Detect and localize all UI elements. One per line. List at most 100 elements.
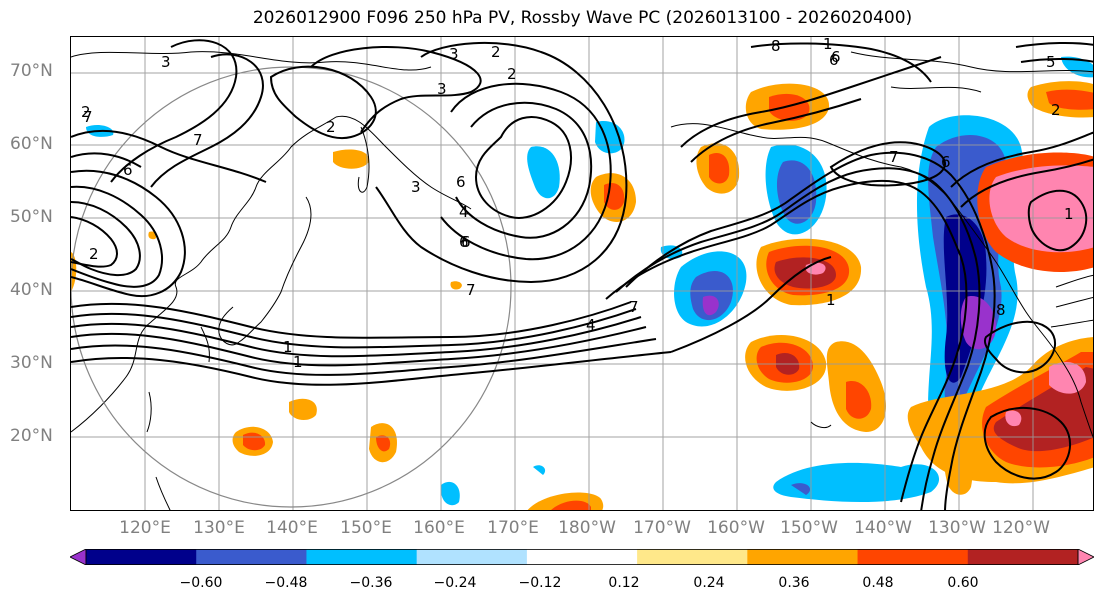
colorbar-segment [857,549,969,565]
positive-anomaly-region [989,165,1093,253]
contour-label: 6 [459,233,469,251]
colorbar-tick-label: −0.12 [518,575,562,591]
positive-anomaly-region [333,149,370,169]
colorbar-tick-label: −0.60 [179,575,223,591]
colorbar-tick-label: 0.12 [608,575,640,591]
lon-label: 180°W [558,518,616,538]
colorbar-extend-max [1077,549,1094,565]
map-panel[interactable]: 3 2 3 3 2 6 7 7 6 2 3 6 4 6 4 7 7 2 1 1 [70,36,1094,511]
lon-label: 130°E [193,518,245,538]
contour-label: 4 [586,316,596,334]
colorbar-segment [747,549,859,565]
lon-label: 120°W [992,518,1050,538]
lat-label: 50°N [10,207,53,227]
contour-label: 2 [1051,101,1061,119]
contour-label: 2 [89,245,99,263]
positive-anomaly-region [1049,362,1086,394]
contour-label: 3 [449,45,459,63]
contour-label: 7 [889,148,899,166]
negative-anomaly-region [527,146,560,199]
colorbar-tick-label: 0.36 [778,575,810,591]
map-canvas: 3 2 3 3 2 6 7 7 6 2 3 6 4 6 4 7 7 2 1 1 [71,37,1093,510]
contour-label: 6 [123,161,133,179]
range-ring [71,66,512,508]
pv-anomaly-shading [71,56,1093,510]
positive-anomaly-region [289,398,317,421]
lon-label: 120°E [119,518,171,538]
negative-anomaly-region [773,462,940,502]
colorbar-tick-label: 0.48 [862,575,894,591]
contour-label: 7 [629,298,639,316]
contour-label: 8 [996,301,1006,319]
contour-label: 2 [491,43,501,61]
positive-anomaly-region [551,500,591,510]
positive-anomaly-region [376,435,391,452]
contour-labels: 3 2 3 3 2 6 7 7 6 2 3 6 4 6 4 7 7 2 1 1 [81,37,1074,371]
negative-anomaly-region [690,271,733,321]
negative-anomaly-region [533,465,546,475]
positive-anomaly-region [1005,410,1022,427]
pv-contours [71,39,1093,510]
lon-label: 150°W [780,518,838,538]
contour-label: 6 [829,51,839,69]
lon-label: 170°W [633,518,691,538]
contour-label: 6 [461,233,471,251]
contour-label: 2 [507,65,517,83]
colorbar-segment [967,549,1079,565]
contour-label: 3 [161,53,171,71]
contour-label: 3 [411,178,421,196]
contour-label: 1 [823,37,833,53]
chart-title: 2026012900 F096 250 hPa PV, Rossby Wave … [252,8,913,28]
colorbar-tick-label: −0.48 [264,575,308,591]
positive-anomaly-region [846,381,872,419]
colorbar-segment [86,549,197,565]
lat-label: 70°N [10,61,53,81]
contour-label: 7 [466,281,476,299]
contour-label: 1 [283,338,293,356]
contour-label: 3 [437,80,447,98]
contour-label: 7 [193,131,203,149]
positive-anomaly-region [709,153,730,184]
contour-label: 1 [293,353,303,371]
colorbar-tick-label: −0.36 [349,575,393,591]
contour-label: 6 [456,173,466,191]
positive-anomaly-region [1046,89,1093,110]
lon-label: 160°E [413,518,465,538]
lon-label: 140°E [266,518,318,538]
colorbar-segment [526,549,638,565]
colorbar-extend-min [70,549,87,565]
colorbar-segment [306,549,418,565]
lon-label: 140°W [854,518,912,538]
negative-anomaly-region [791,483,811,495]
contour-label: 5 [1046,53,1056,71]
colorbar-segment [637,549,748,565]
negative-anomaly-region [440,481,460,506]
lon-label: 130°W [928,518,986,538]
negative-anomaly-region [702,295,719,316]
lat-label: 30°N [10,353,53,373]
colorbar-tick-label: −0.24 [433,575,477,591]
colorbar-tick-label: 0.60 [947,575,979,591]
contour-label: 7 [83,108,93,126]
contour-label: 1 [826,291,836,309]
lat-label: 60°N [10,134,53,154]
negative-anomaly-region [660,245,683,259]
positive-anomaly-region [769,93,810,121]
contour-label: 2 [326,118,336,136]
coastlines [71,51,1093,510]
colorbar-segment [196,549,307,565]
contour-label: 4 [459,203,469,221]
lat-label: 40°N [10,280,53,300]
lon-label: 170°E [487,518,539,538]
lon-label: 150°E [340,518,392,538]
lon-label: 160°W [707,518,765,538]
colorbar-frame [85,549,1079,565]
contour-label: 1 [1064,205,1074,223]
contour-label: 8 [771,37,781,55]
positive-anomaly-region [450,281,462,290]
colorbar [70,549,1094,565]
contour-label: 6 [941,153,951,171]
contour-label: 6 [831,48,841,66]
negative-anomaly-region [1061,56,1093,78]
lat-label: 20°N [10,426,53,446]
